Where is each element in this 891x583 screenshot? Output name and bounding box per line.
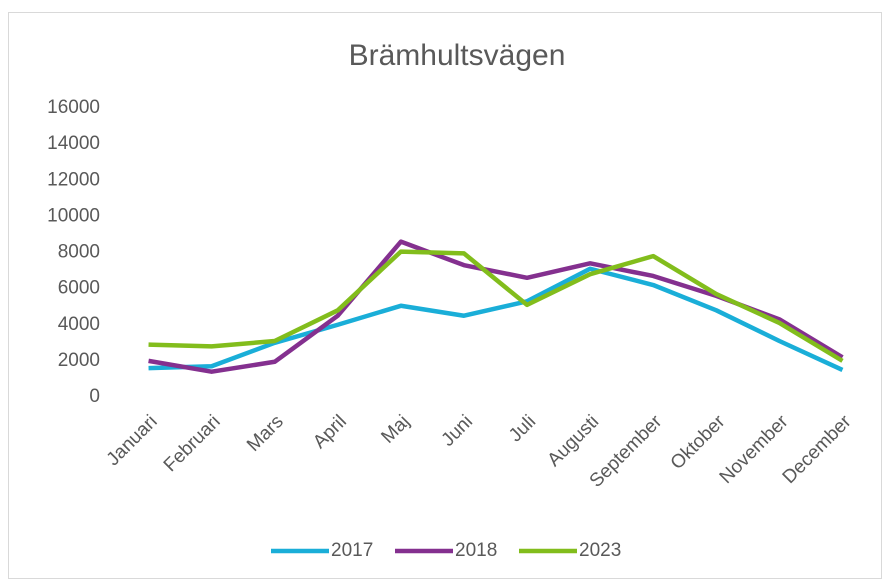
y-tick-label: 6000	[58, 278, 100, 299]
legend-label: 2018	[455, 540, 497, 561]
y-tick-label: 0	[89, 386, 100, 407]
y-tick-label: 2000	[58, 350, 100, 371]
y-tick-label: 8000	[58, 242, 100, 263]
line-series	[148, 266, 844, 372]
y-tick-label: 14000	[47, 133, 100, 154]
line-series	[148, 249, 844, 363]
chart-border	[8, 12, 882, 579]
legend-label: 2023	[579, 540, 621, 561]
y-tick-label: 16000	[47, 97, 100, 118]
y-tick-label: 10000	[47, 205, 100, 226]
chart-title: Brämhultsvägen	[349, 39, 566, 72]
y-tick-label: 12000	[47, 169, 100, 190]
legend-label: 2017	[331, 540, 373, 561]
y-tick-label: 4000	[58, 314, 100, 335]
